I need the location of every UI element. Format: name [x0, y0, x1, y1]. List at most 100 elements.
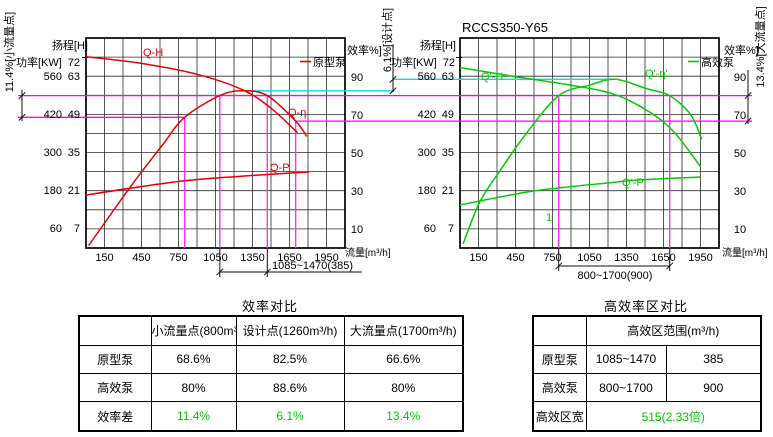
power-axis-label: 功率[KW] [16, 55, 62, 69]
legend-label-original-pump: 原型泵 [313, 55, 346, 69]
curve-Q-η [87, 90, 308, 247]
power-tick-label: 60 [424, 223, 436, 235]
dimension-tick [555, 262, 563, 270]
curve-Q-P [85, 171, 310, 196]
head-axis-label: 扬程[H] [420, 38, 456, 52]
cell-range: 800~1700 [585, 372, 667, 403]
efficiency-tick-label: 10 [734, 224, 746, 236]
table-row-efficiency-diff: 效率差 11.4% 6.1% 13.4% [78, 401, 464, 432]
annotation-mark: 1 [546, 212, 552, 224]
legend-label-high-eff-pump: 高效泵 [701, 55, 734, 69]
note-large-flow-point: 13.4%[大流量点] [753, 6, 767, 87]
head-axis-label: 扬程[H] [52, 38, 88, 52]
efficiency-table-title: 效率对比 [241, 299, 298, 314]
efficiency-table: 小流量点(800m³/h) 设计点(1260m³/h) 大流量点(1700m³/… [78, 315, 464, 432]
head-tick-label: 7 [74, 223, 80, 235]
dimension-tick [389, 75, 397, 83]
column-header-small-flow: 小流量点(800m³/h) [150, 315, 237, 346]
corner-cell [532, 315, 587, 346]
dimension-tick [263, 268, 271, 276]
table-header-row: 小流量点(800m³/h) 设计点(1260m³/h) 大流量点(1700m³/… [78, 315, 464, 346]
high-eff-range-label-original: 1085~1470(385) [272, 260, 353, 272]
cell-value: 80% [150, 372, 237, 403]
flow-tick-label: 150 [469, 252, 487, 264]
power-tick-label: 60 [50, 223, 62, 235]
curve-label-q2-eta: Q'-η' [645, 68, 668, 80]
column-header-large-flow: 大流量点(1700m³/h) [343, 315, 464, 346]
curve-label-q2-p: Q'-P' [622, 177, 646, 189]
cell-value-highlight: 6.1% [235, 401, 345, 432]
cell-range: 1085~1470 [585, 344, 667, 374]
flow-axis-label: 流量[m³/h] [345, 246, 391, 259]
dimension-tick [216, 268, 224, 276]
flow-tick-label: 750 [543, 252, 561, 264]
curve-label-q-h: Q-H [143, 47, 163, 59]
cell-value: 66.6% [343, 344, 464, 374]
cell-value: 68.6% [150, 344, 237, 374]
column-header-design: 设计点(1260m³/h) [235, 315, 345, 346]
flow-tick-label: 1350 [240, 252, 264, 264]
table-row-high-eff-pump: 高效泵 80% 88.6% 80% [78, 372, 464, 403]
flow-tick-label: 1950 [314, 252, 338, 264]
head-tick-label: 35 [68, 147, 80, 159]
row-label: 高效区宽 [532, 401, 587, 432]
plot-border [85, 37, 346, 249]
high-eff-zone-table: 高效区范围(m³/h) 原型泵 1085~1470 385 高效泵 800~17… [532, 315, 762, 432]
flow-tick-label: 450 [506, 252, 524, 264]
power-tick-label: 300 [44, 147, 62, 159]
efficiency-axis-label: 效率%] [347, 43, 382, 57]
curve-label-q2-h: Q'-H [481, 71, 503, 83]
efficiency-tick-label: 50 [734, 148, 746, 160]
curve-label-q-eta: Q-η [288, 107, 306, 119]
efficiency-tick-label: 90 [734, 72, 746, 84]
efficiency-axis-label: 效率%] [724, 43, 759, 57]
curve-label-q-p: Q-P [270, 162, 290, 174]
cell-value-highlight: 13.4% [343, 401, 464, 432]
head-axis-top-value: 72 [443, 57, 455, 69]
head-tick-label: 49 [442, 109, 454, 121]
efficiency-tick-label: 90 [351, 72, 363, 84]
curve-Q-H [85, 55, 299, 134]
dimension-tick [666, 262, 674, 270]
power-tick-label: 560 [44, 71, 62, 83]
efficiency-tick-label: 70 [734, 110, 746, 122]
row-label: 效率差 [78, 401, 152, 432]
flow-tick-label: 1350 [614, 252, 638, 264]
high-eff-zone-comparison-table: 高效区范围(m³/h) 原型泵 1085~1470 385 高效泵 800~17… [532, 315, 762, 432]
efficiency-tick-label: 50 [351, 148, 363, 160]
row-label: 原型泵 [532, 344, 587, 374]
power-axis-label: 功率[KW] [391, 55, 437, 69]
column-header-zone-range: 高效区范围(m³/h) [585, 315, 762, 346]
plot-border [459, 37, 720, 249]
flow-tick-label: 150 [95, 252, 113, 264]
cell-width: 385 [665, 344, 762, 374]
head-tick-label: 7 [448, 223, 454, 235]
head-tick-label: 21 [442, 185, 454, 197]
row-label: 原型泵 [78, 344, 152, 374]
power-tick-label: 560 [418, 71, 436, 83]
head-tick-label: 63 [442, 71, 454, 83]
cell-value-highlight: 11.4% [150, 401, 237, 432]
flow-tick-label: 750 [169, 252, 187, 264]
cell-value: 88.6% [235, 372, 345, 403]
note-design-point: 6.1%[设计点] [381, 8, 394, 72]
table-row-high-eff-pump: 高效泵 800~1700 900 [532, 372, 762, 403]
dimension-tick [18, 92, 26, 100]
flow-axis-label: 流量[m³/h] [722, 246, 768, 259]
flow-tick-label: 1950 [688, 252, 712, 264]
dimension-tick [744, 92, 752, 100]
table-header-row: 高效区范围(m³/h) [532, 315, 762, 346]
table-row-zone-width: 高效区宽 515(2.33倍) [532, 401, 762, 432]
efficiency-tick-label: 70 [351, 110, 363, 122]
power-tick-label: 300 [418, 147, 436, 159]
dimension-tick [389, 87, 397, 95]
power-tick-label: 420 [44, 109, 62, 121]
efficiency-tick-label: 30 [351, 186, 363, 198]
high-eff-range-label-high-eff: 800~1700(900) [578, 270, 653, 282]
head-tick-label: 63 [68, 71, 80, 83]
head-tick-label: 21 [68, 185, 80, 197]
cell-value-highlight: 515(2.33倍) [585, 401, 762, 432]
efficiency-tick-label: 30 [734, 186, 746, 198]
